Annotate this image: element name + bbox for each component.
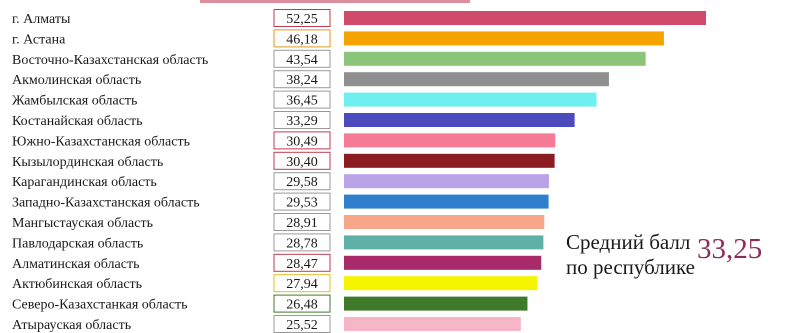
value-box: [273, 90, 331, 109]
value-box: [273, 192, 331, 211]
value-box: [273, 233, 331, 252]
value-box: [273, 49, 331, 68]
bar: [344, 11, 706, 25]
average-value: 33,25: [697, 233, 763, 265]
data-label: 38,24: [286, 73, 318, 88]
value-box: [273, 131, 331, 150]
data-label: 26,48: [286, 298, 318, 313]
value-box: [273, 172, 331, 191]
data-label: 43,54: [286, 53, 318, 68]
bars: [344, 11, 706, 331]
average-label-line2: по республике: [566, 255, 695, 279]
average-label-line1: Средний балл: [566, 230, 691, 254]
region-label: г. Астана: [12, 32, 66, 47]
region-label: г. Алматы: [12, 12, 71, 27]
bar: [344, 72, 609, 87]
data-label: 30,49: [286, 134, 318, 149]
value-box: [273, 29, 331, 48]
bar: [344, 235, 544, 250]
region-label: Южно-Казахстанская область: [12, 134, 190, 149]
value-box: [273, 213, 331, 231]
bar: [344, 133, 556, 148]
bar: [344, 255, 542, 270]
bar: [344, 194, 549, 209]
bar: [344, 215, 545, 229]
bar: [344, 174, 549, 189]
average-label: Средний балл по республике: [566, 230, 695, 280]
region-label: Кызылординская область: [12, 155, 163, 170]
region-label: Актюбинская область: [12, 277, 142, 292]
region-label: Жамбылская область: [12, 94, 137, 109]
data-label: 33,29: [286, 114, 318, 129]
data-label: 25,52: [286, 318, 318, 333]
cropped-title-fragment: [200, 0, 470, 3]
title-fragment-mark: [200, 0, 470, 3]
data-label: 27,94: [286, 277, 318, 292]
region-label: Западно-Казахстанская область: [12, 196, 200, 211]
region-label: Костанайская область: [12, 114, 143, 129]
region-label: Восточно-Казахстанская область: [12, 53, 208, 68]
data-label: 46,18: [286, 32, 318, 47]
region-label: Мангыстауская область: [12, 216, 153, 231]
bar: [344, 296, 528, 311]
data-label: 52,25: [286, 12, 318, 27]
bar: [344, 153, 555, 168]
value-box: [273, 70, 331, 89]
region-label: Акмолинская область: [12, 73, 141, 88]
value-box: [273, 253, 331, 272]
bar: [344, 113, 575, 127]
value-box: [273, 274, 331, 293]
region-label: Карагандинская область: [12, 175, 157, 190]
region-label: Алматинская область: [12, 257, 139, 272]
value-box: [273, 111, 331, 129]
data-label: 36,45: [286, 94, 318, 109]
value-box: [273, 9, 331, 27]
region-labels: г. Алматы г. Астана Восточно-Казахстанская…: [12, 12, 208, 333]
bar: [344, 276, 538, 291]
data-label: 28,91: [286, 216, 318, 231]
bar: [344, 51, 646, 66]
bar: [344, 317, 521, 331]
bar: [344, 31, 664, 46]
data-label: 29,53: [286, 196, 318, 211]
value-boxes: 52,25 46,18 43,54 38,24 36,45 33,29 30,49 30,40…: [273, 9, 331, 333]
data-label: 29,58: [286, 175, 318, 190]
data-label: 30,40: [286, 155, 318, 170]
value-box: [273, 151, 331, 170]
region-label: Атырауская область: [12, 318, 131, 333]
data-label: 28,78: [286, 236, 318, 251]
region-label: Северо-Казахстанкая область: [12, 298, 187, 313]
data-label: 28,47: [286, 257, 318, 272]
region-label: Павлодарская область: [12, 236, 143, 251]
value-box: [273, 294, 331, 313]
bar: [344, 92, 597, 107]
